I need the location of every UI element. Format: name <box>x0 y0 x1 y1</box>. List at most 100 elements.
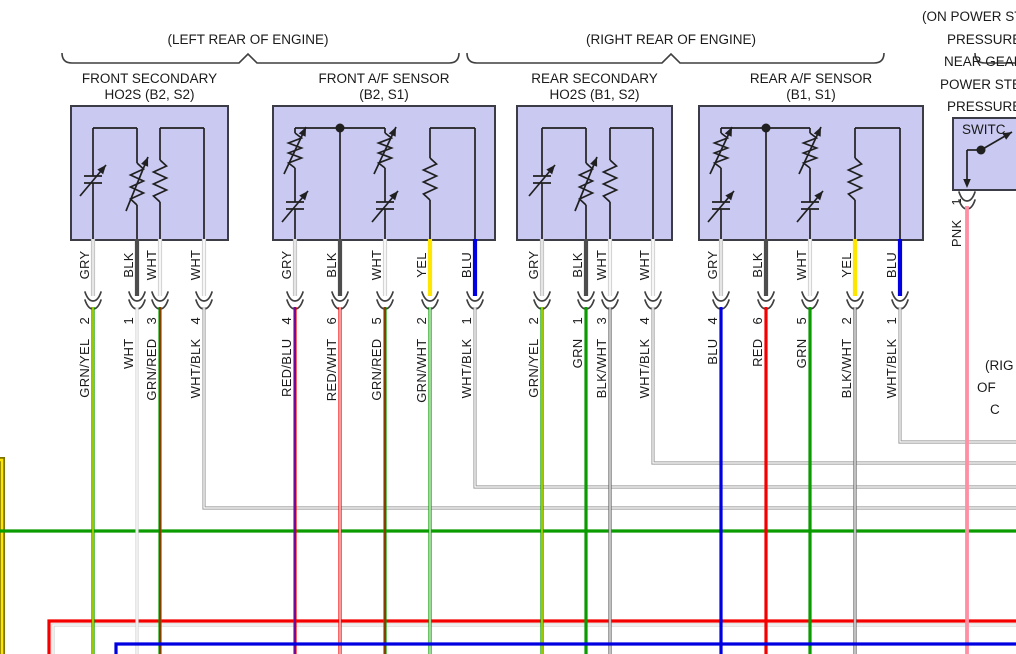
wire-color-label: WHT/BLK <box>637 339 652 399</box>
wire-color-label: GRN <box>570 339 585 369</box>
stub-label: WHT <box>144 250 159 281</box>
note-mid-right-line: C <box>990 402 1000 417</box>
wire-label: RED 6 <box>750 317 765 367</box>
wire-pin-number: 2 <box>77 317 92 325</box>
vertical-wires-layer <box>91 206 969 654</box>
wire-color-label: PNK <box>949 220 964 248</box>
inline-connector-arc <box>801 291 819 302</box>
inline-connector-arc <box>891 291 909 302</box>
group-brace <box>61 52 460 64</box>
turn-wires-layer <box>202 307 1016 510</box>
wire-label: WHT/BLK 1 <box>884 317 899 398</box>
component-front-secondary-ho2s <box>70 105 229 241</box>
blue-bus-wire <box>114 642 1016 654</box>
arrow-head <box>724 127 732 137</box>
component-rear-af-sensor <box>698 105 924 241</box>
inline-connector-arc <box>846 291 864 302</box>
wire-color-label: BLK/WHT <box>839 339 854 399</box>
stub-label: WHT <box>637 250 652 281</box>
wire-label: GRN/YEL 2 <box>77 317 92 398</box>
schematic-layer <box>61 52 1016 241</box>
component-title-rear-af-sensor: REAR A/F SENSOR <box>750 71 873 86</box>
white-bus-wire <box>51 623 1016 654</box>
arrow-head <box>141 157 149 167</box>
stub-label: GRY <box>77 251 92 280</box>
wire-color-label: WHT/BLK <box>884 339 899 399</box>
arrow-head <box>299 191 308 201</box>
wire-label: GRN/RED 3 <box>144 317 159 401</box>
wire-wht-blk-1 <box>473 307 1016 489</box>
wire-pin-number: 2 <box>414 317 429 325</box>
arrow-head <box>546 165 555 175</box>
wire-label: GRN 5 <box>794 317 809 368</box>
arrow-head <box>1002 132 1012 140</box>
component-box-rear-af-sensor <box>698 105 924 241</box>
wire-pin-number: 1 <box>459 317 474 325</box>
wire-color-label: BLU <box>705 339 720 365</box>
inline-connector-arc <box>151 291 169 302</box>
stub-label: BLK <box>324 252 339 278</box>
wire-label: BLK/WHT 3 <box>594 317 609 398</box>
group-label: (LEFT REAR OF ENGINE) <box>167 32 328 47</box>
wire-pin-number: 4 <box>188 317 203 325</box>
wire-label: GRN/YEL 2 <box>526 317 541 398</box>
note-mid-right-line: OF <box>977 380 996 395</box>
inline-connector-arc <box>286 291 304 302</box>
stub-label: YEL <box>414 252 429 277</box>
component-rear-secondary-ho2s <box>516 105 673 241</box>
note-top-right-line: NEAR GEAR <box>944 54 1016 69</box>
wire-label: BLU 4 <box>705 317 720 365</box>
wire-pin-number: 1 <box>570 317 585 325</box>
wire-wht-blk-4 <box>651 307 1016 465</box>
note-top-right-line: PRESSURE <box>947 32 1016 47</box>
component-subtitle-front-af-sensor: (B2, S1) <box>359 87 409 102</box>
stub-label: GRY <box>705 251 720 280</box>
arrow-head <box>388 127 396 137</box>
wire-pin-number: 5 <box>794 317 809 325</box>
inline-connector-arc <box>757 291 775 302</box>
wire-color-label: GRN/YEL <box>77 339 92 398</box>
note-mid-right-line: (RIG <box>985 358 1014 373</box>
wire-color-label: WHT <box>121 339 136 370</box>
inline-connector-arc <box>958 191 976 202</box>
wire-color-label: RED <box>750 339 765 367</box>
component-title-front-af-sensor: FRONT A/F SENSOR <box>318 71 449 86</box>
wire-pin-number: 4 <box>705 317 720 325</box>
wire-color-label: RED/BLU <box>279 339 294 397</box>
inline-connector-arc <box>376 291 394 302</box>
component-power-steering-pressure-switch <box>952 117 1016 191</box>
wire-color-label: WHT/BLK <box>459 339 474 399</box>
arrow-head <box>725 191 734 201</box>
bus-wires-layer <box>0 457 1016 654</box>
inline-connector-arc <box>128 291 146 302</box>
wire-color-label: GRN/RED <box>144 339 159 401</box>
wire-label: GRN/RED 5 <box>369 317 384 401</box>
group-label: (RIGHT REAR OF ENGINE) <box>586 32 756 47</box>
stub-label: BLU <box>884 252 899 278</box>
stub-label: BLK <box>121 252 136 278</box>
wire-label: WHT/BLK 4 <box>188 317 203 398</box>
wire-color-label: BLK/WHT <box>594 339 609 399</box>
stub-label: GRY <box>526 251 541 280</box>
wire-color-label: GRN/WHT <box>414 339 429 403</box>
group-brace <box>974 52 1016 64</box>
wire-color-label: GRN/YEL <box>526 339 541 398</box>
wire-color-label: GRN/RED <box>369 339 384 401</box>
stub-label: WHT <box>369 250 384 281</box>
stub-label: YEL <box>839 252 854 277</box>
inline-connector-arc <box>195 291 213 302</box>
wire-pin-number: 3 <box>594 317 609 325</box>
wire-label: RED/WHT 6 <box>324 317 339 401</box>
wire-label: GRN 1 <box>570 317 585 368</box>
top-wires-layer <box>114 642 1016 654</box>
component-title-rear-secondary-ho2s: REAR SECONDARY <box>531 71 658 86</box>
switch-box <box>952 117 1016 191</box>
stub-label: BLU <box>459 252 474 278</box>
inline-connector-arc <box>712 291 730 302</box>
stub-label: GRY <box>279 251 294 280</box>
arrow-head <box>389 191 398 201</box>
yellow-edge-wire <box>0 457 5 654</box>
inline-connector-arc <box>84 291 102 302</box>
arrow-head <box>963 179 971 188</box>
